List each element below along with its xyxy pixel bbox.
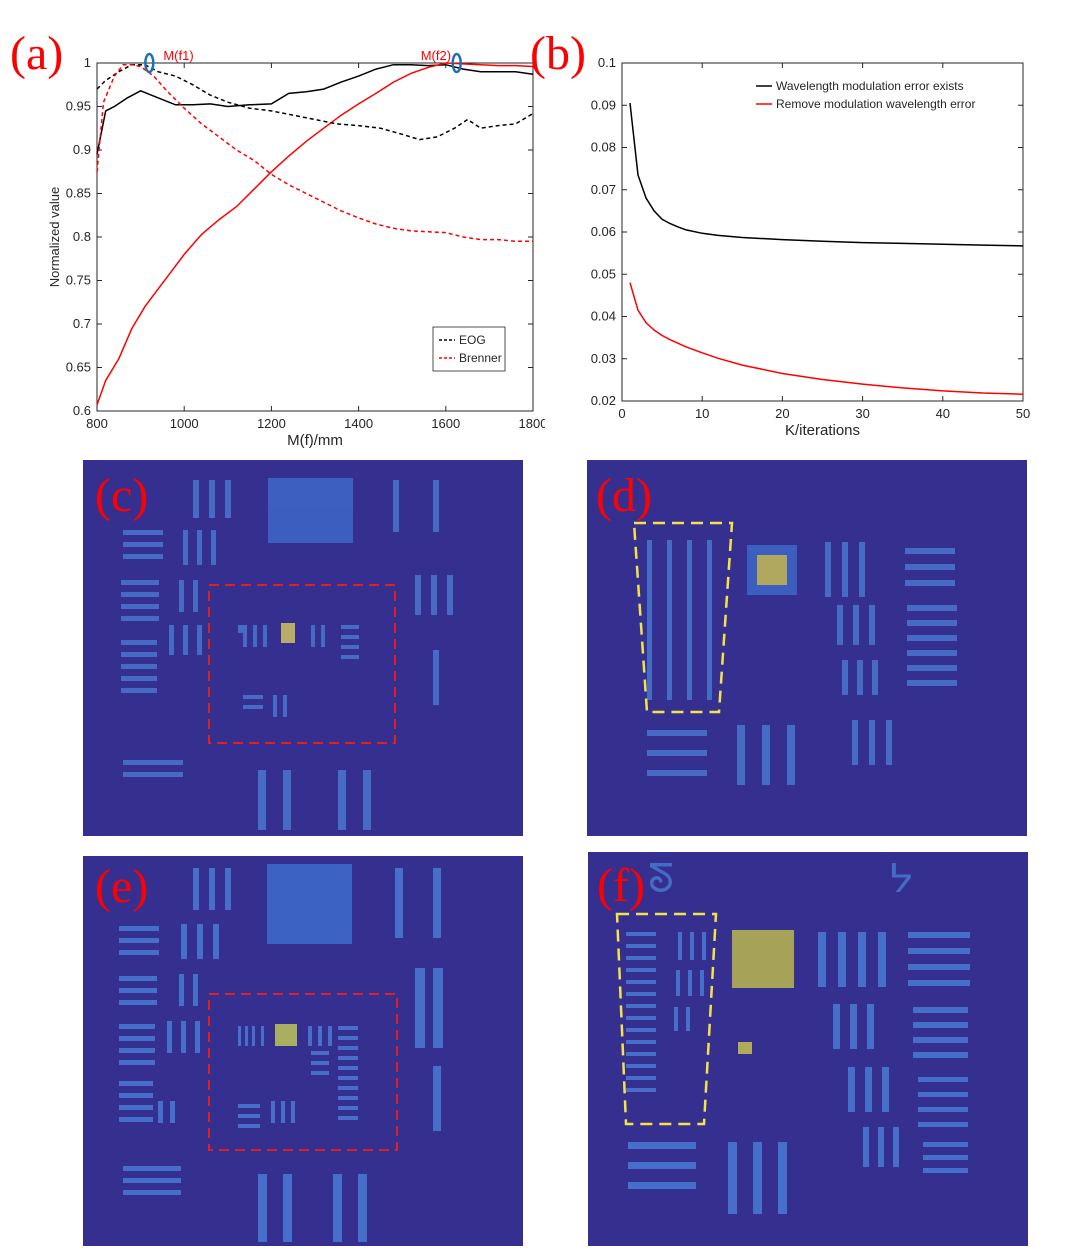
series-line-0: [96, 63, 534, 155]
legend-label: Remove modulation wavelength error: [776, 97, 975, 111]
focus-marker: [144, 52, 155, 74]
y-tick-label: 0.1: [598, 55, 616, 70]
x-tick-label: 1800: [519, 416, 545, 431]
x-axis-label: M(f)/mm: [287, 432, 343, 449]
y-tick-label: 0.08: [591, 140, 616, 155]
y-tick-label: 0.09: [591, 97, 616, 112]
x-tick-label: 1000: [170, 416, 199, 431]
legend-label: Wavelength modulation error exists: [776, 79, 964, 93]
panel-label-d: (d): [596, 469, 652, 522]
x-axis-label: K/iterations: [785, 422, 860, 439]
chart-a: 800 1000 1200 1400 1600 1800 0.6 0.65 0.7 0.75 0.8…: [47, 48, 545, 449]
legend-box: [432, 326, 506, 372]
series-line-2: [96, 63, 534, 141]
resolution-target-image-f: ᘕ ᔭ: [615, 857, 970, 1214]
image-panel-e: [83, 856, 523, 1246]
y-tick-label: 1: [84, 55, 91, 70]
x-tick-label: 20: [775, 406, 789, 421]
panel-label-c: (c): [95, 469, 149, 522]
series-line-3: [96, 63, 533, 243]
y-tick-label: 0.75: [66, 273, 91, 288]
panel-label-e: (e): [95, 860, 149, 913]
target-group-digit-icon: ᔭ: [888, 857, 913, 901]
y-tick-label: 0.03: [591, 351, 616, 366]
x-tick-label: 1400: [344, 416, 373, 431]
image-panel-f: ᘕ ᔭ: [588, 852, 1028, 1246]
y-tick-label: 0.65: [66, 360, 91, 375]
y-tick-label: 0.02: [591, 393, 616, 408]
y-tick-label: 0.06: [591, 224, 616, 239]
x-tick-label: 0: [618, 406, 625, 421]
panel-label-f: (f): [597, 859, 645, 912]
image-panel-d: [587, 460, 1027, 836]
panel-label-a: (a): [10, 27, 64, 80]
series-line-1: [96, 62, 534, 406]
x-tick-label: 1200: [257, 416, 286, 431]
annotation-label: M(f1): [163, 48, 193, 63]
panel-label-b: (b): [530, 27, 586, 80]
y-tick-label: 0.8: [73, 229, 91, 244]
series-line-1: [629, 282, 1024, 395]
series-line-0: [629, 103, 1024, 247]
x-tick-label: 40: [936, 406, 950, 421]
y-tick-label: 0.9: [73, 142, 91, 157]
x-tick-label: 800: [86, 416, 108, 431]
x-tick-label: 50: [1016, 406, 1030, 421]
resolution-target-image-d: [632, 521, 957, 785]
plot-area: [621, 62, 1024, 402]
resolution-target-image-e: [119, 864, 443, 1242]
annotation-label: M(f2): [421, 48, 451, 63]
target-group-digit-icon: ᘕ: [648, 857, 674, 901]
image-panel-c: [83, 460, 523, 836]
resolution-target-image-c: [121, 478, 453, 830]
y-tick-label: 0.05: [591, 266, 616, 281]
x-tick-label: 30: [855, 406, 869, 421]
y-tick-label: 0.07: [591, 182, 616, 197]
y-tick-label: 0.7: [73, 316, 91, 331]
y-tick-label: 0.85: [66, 186, 91, 201]
legend-label: Brenner: [459, 351, 502, 365]
focus-marker: [451, 52, 462, 74]
y-tick-label: 0.95: [66, 99, 91, 114]
y-axis-label: Normalized value: [47, 187, 62, 287]
x-tick-label: 10: [695, 406, 709, 421]
chart-b: 0 10 20 30 40 50 0.02 0.03 0.04 0.05 0.06 0.07 0.08 0…: [591, 55, 1031, 439]
y-tick-label: 0.6: [73, 403, 91, 418]
y-tick-label: 0.04: [591, 309, 616, 324]
x-tick-label: 1600: [431, 416, 460, 431]
legend-label: EOG: [459, 333, 486, 347]
